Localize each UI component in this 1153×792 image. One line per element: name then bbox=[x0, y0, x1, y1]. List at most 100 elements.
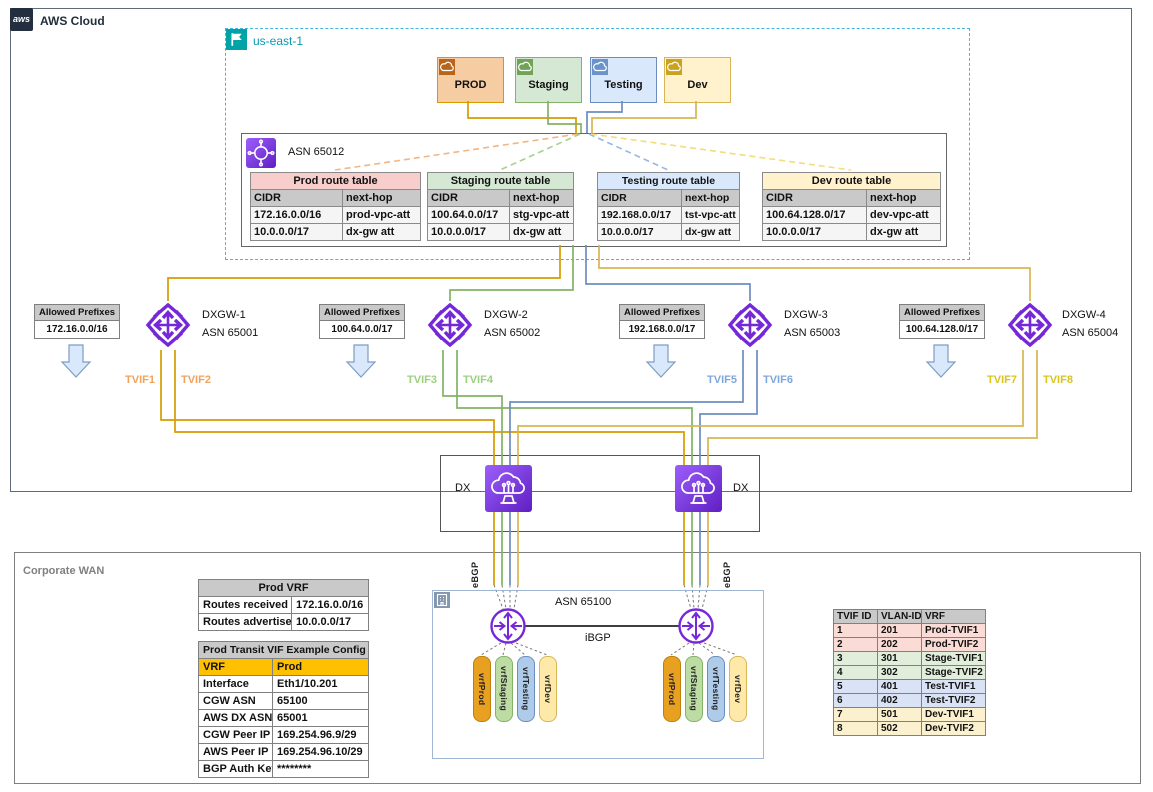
cell: 100.64.0.0/17 bbox=[427, 206, 510, 224]
tvif-vlan-table: TVIF ID VLAN-ID VRF 1 201 Prod-TVIF1 2 2… bbox=[833, 609, 986, 736]
cell: 401 bbox=[877, 679, 922, 694]
dxgw-asn: ASN 65003 bbox=[784, 327, 841, 339]
cell: 172.16.0.0/16 bbox=[250, 206, 343, 224]
vpc-cloud-icon bbox=[439, 59, 455, 75]
cell: prod-vpc-att bbox=[342, 206, 421, 224]
route-table-dev: Dev route table CIDR next-hop 100.64.128… bbox=[762, 172, 941, 241]
ebgp-label-left: eBGP bbox=[470, 561, 480, 588]
vrf-bar-label: vrfProd bbox=[667, 672, 677, 706]
cell: Prod-TVIF1 bbox=[921, 623, 986, 638]
vrf-bar-prod: vrfProd bbox=[473, 656, 491, 722]
cell: Interface bbox=[198, 675, 273, 693]
cell: 7 bbox=[833, 707, 878, 722]
allowed-prefix-value: 192.168.0.0/17 bbox=[628, 324, 696, 335]
col-header: next-hop bbox=[342, 189, 421, 207]
dxgw-asn: ASN 65002 bbox=[484, 327, 541, 339]
cell: 8 bbox=[833, 721, 878, 736]
aws-logo-icon: aws bbox=[10, 8, 33, 31]
col-header: VLAN-ID bbox=[877, 609, 922, 624]
cell: Eth1/10.201 bbox=[272, 675, 369, 693]
dxgw-name: DXGW-4 bbox=[1062, 309, 1106, 321]
cgw-asn-label: ASN 65100 bbox=[555, 596, 612, 608]
cell: 402 bbox=[877, 693, 922, 708]
cell: 172.16.0.0/16 bbox=[291, 596, 369, 614]
corporate-dc-box bbox=[432, 590, 764, 759]
dxgw-asn: ASN 65001 bbox=[202, 327, 259, 339]
dxgw-name: DXGW-1 bbox=[202, 309, 246, 321]
allowed-prefixes-testing: Allowed Prefixes 192.168.0.0/17 bbox=[619, 304, 705, 339]
cell: Test-TVIF2 bbox=[921, 693, 986, 708]
cell: 10.0.0.0/17 bbox=[762, 223, 867, 241]
vrf-bar-label: vrfDev bbox=[543, 674, 553, 704]
tgw-asn-label: ASN 65012 bbox=[288, 146, 345, 158]
table-title: Prod route table bbox=[250, 172, 421, 190]
cell: 10.0.0.0/17 bbox=[427, 223, 510, 241]
cell: 65001 bbox=[272, 709, 369, 727]
cell: 4 bbox=[833, 665, 878, 680]
vrf-bar-dev: vrfDev bbox=[539, 656, 557, 722]
vrf-bar-label: vrfStaging bbox=[689, 666, 699, 712]
cell: Dev-TVIF1 bbox=[921, 707, 986, 722]
cell: CGW Peer IP bbox=[198, 726, 273, 744]
router-icon-left bbox=[489, 607, 527, 645]
allowed-prefixes-header: Allowed Prefixes bbox=[35, 305, 119, 321]
dx-label-right: DX bbox=[733, 482, 749, 494]
region-flag-icon bbox=[226, 29, 247, 50]
allowed-prefix-value: 100.64.0.0/17 bbox=[331, 324, 393, 335]
dxgw-name: DXGW-2 bbox=[484, 309, 528, 321]
dxgw-2-icon bbox=[424, 299, 476, 351]
vrf-bar-label: vrfStaging bbox=[499, 666, 509, 712]
cell: Routes received bbox=[198, 596, 292, 614]
table-title: Dev route table bbox=[762, 172, 941, 190]
router-icon-right bbox=[677, 607, 715, 645]
cell: Routes advertised bbox=[198, 613, 292, 631]
cell: CGW ASN bbox=[198, 692, 273, 710]
corporate-wan-label: Corporate WAN bbox=[23, 565, 105, 577]
aws-cloud-label: AWS Cloud bbox=[40, 14, 105, 28]
vpc-label: Testing bbox=[604, 79, 643, 91]
allowed-prefixes-header: Allowed Prefixes bbox=[900, 305, 984, 321]
cell: Test-TVIF1 bbox=[921, 679, 986, 694]
vrf-bar-label: vrfDev bbox=[733, 674, 743, 704]
vpc-label: Dev bbox=[687, 79, 708, 91]
vpc-staging: Staging bbox=[515, 57, 582, 103]
vpc-label: Staging bbox=[528, 79, 569, 91]
cell: 5 bbox=[833, 679, 878, 694]
cell: 10.0.0.0/17 bbox=[250, 223, 343, 241]
allowed-prefixes-dev: Allowed Prefixes 100.64.128.0/17 bbox=[899, 304, 985, 339]
tvif8-label: TVIF8 bbox=[1043, 374, 1073, 386]
vrf-bar-label: vrfTesting bbox=[521, 667, 531, 711]
vif-config-table: Prod Transit VIF Example Config VRF Prod… bbox=[198, 641, 369, 778]
ebgp-label-right: eBGP bbox=[722, 561, 732, 588]
cell: stg-vpc-att bbox=[509, 206, 574, 224]
cell: Stage-TVIF2 bbox=[921, 665, 986, 680]
vpc-cloud-icon bbox=[517, 59, 533, 75]
cell: dx-gw att bbox=[866, 223, 941, 241]
col-header: next-hop bbox=[681, 189, 740, 207]
cell: dx-gw att bbox=[509, 223, 574, 241]
cell: 6 bbox=[833, 693, 878, 708]
vrf-bar-label: vrfTesting bbox=[711, 667, 721, 711]
vrf-bar-prod: vrfProd bbox=[663, 656, 681, 722]
tvif5-label: TVIF5 bbox=[707, 374, 737, 386]
allowed-prefix-value: 172.16.0.0/16 bbox=[46, 324, 108, 335]
cell: 1 bbox=[833, 623, 878, 638]
dxgw-4-icon bbox=[1004, 299, 1056, 351]
cell: tst-vpc-att bbox=[681, 206, 740, 224]
vpc-label: PROD bbox=[454, 79, 487, 91]
cell: Stage-TVIF1 bbox=[921, 651, 986, 666]
cell: 501 bbox=[877, 707, 922, 722]
cell: 65100 bbox=[272, 692, 369, 710]
vrf-bar-testing: vrfTesting bbox=[707, 656, 725, 722]
tvif6-label: TVIF6 bbox=[763, 374, 793, 386]
cell: 202 bbox=[877, 637, 922, 652]
prod-vrf-table: Prod VRF Routes received 172.16.0.0/16 R… bbox=[198, 579, 369, 631]
tvif2-label: TVIF2 bbox=[181, 374, 211, 386]
col-header: CIDR bbox=[427, 189, 510, 207]
dxgw-asn: ASN 65004 bbox=[1062, 327, 1119, 339]
cell: Prod bbox=[272, 658, 369, 676]
col-header: CIDR bbox=[597, 189, 682, 207]
route-table-staging: Staging route table CIDR next-hop 100.64… bbox=[427, 172, 574, 241]
cell: VRF bbox=[198, 658, 273, 676]
cell: AWS Peer IP bbox=[198, 743, 273, 761]
